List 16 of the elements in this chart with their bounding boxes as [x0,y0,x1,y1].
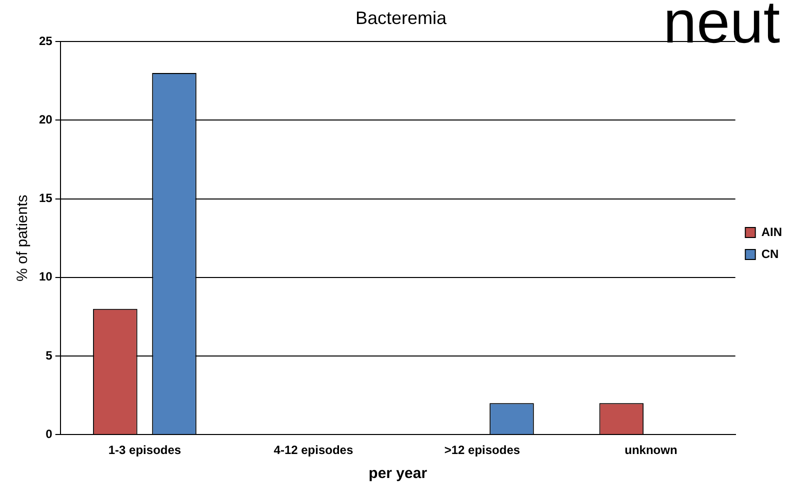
x-tick-label: 4-12 episodes [274,443,354,458]
y-tick-label: 0 [46,426,53,441]
legend-label: AIN [761,224,782,239]
y-tick-label: 5 [46,348,53,362]
x-tick-label: unknown [624,443,678,458]
x-axis-title: per year [368,465,428,482]
annotation: neut [663,0,780,56]
y-tick-label: 20 [38,112,53,127]
x-tick-label: 1-3 episodes [108,443,182,458]
y-tick-label: 25 [38,34,53,48]
x-tick-label: >12 episodes [444,443,520,458]
legend-label: CN [761,246,779,261]
y-tick-label: 15 [38,191,53,206]
chart-title: Bacteremia [355,8,448,28]
y-tick-label: 10 [38,270,53,284]
y-axis-title: % of patients [14,194,32,282]
